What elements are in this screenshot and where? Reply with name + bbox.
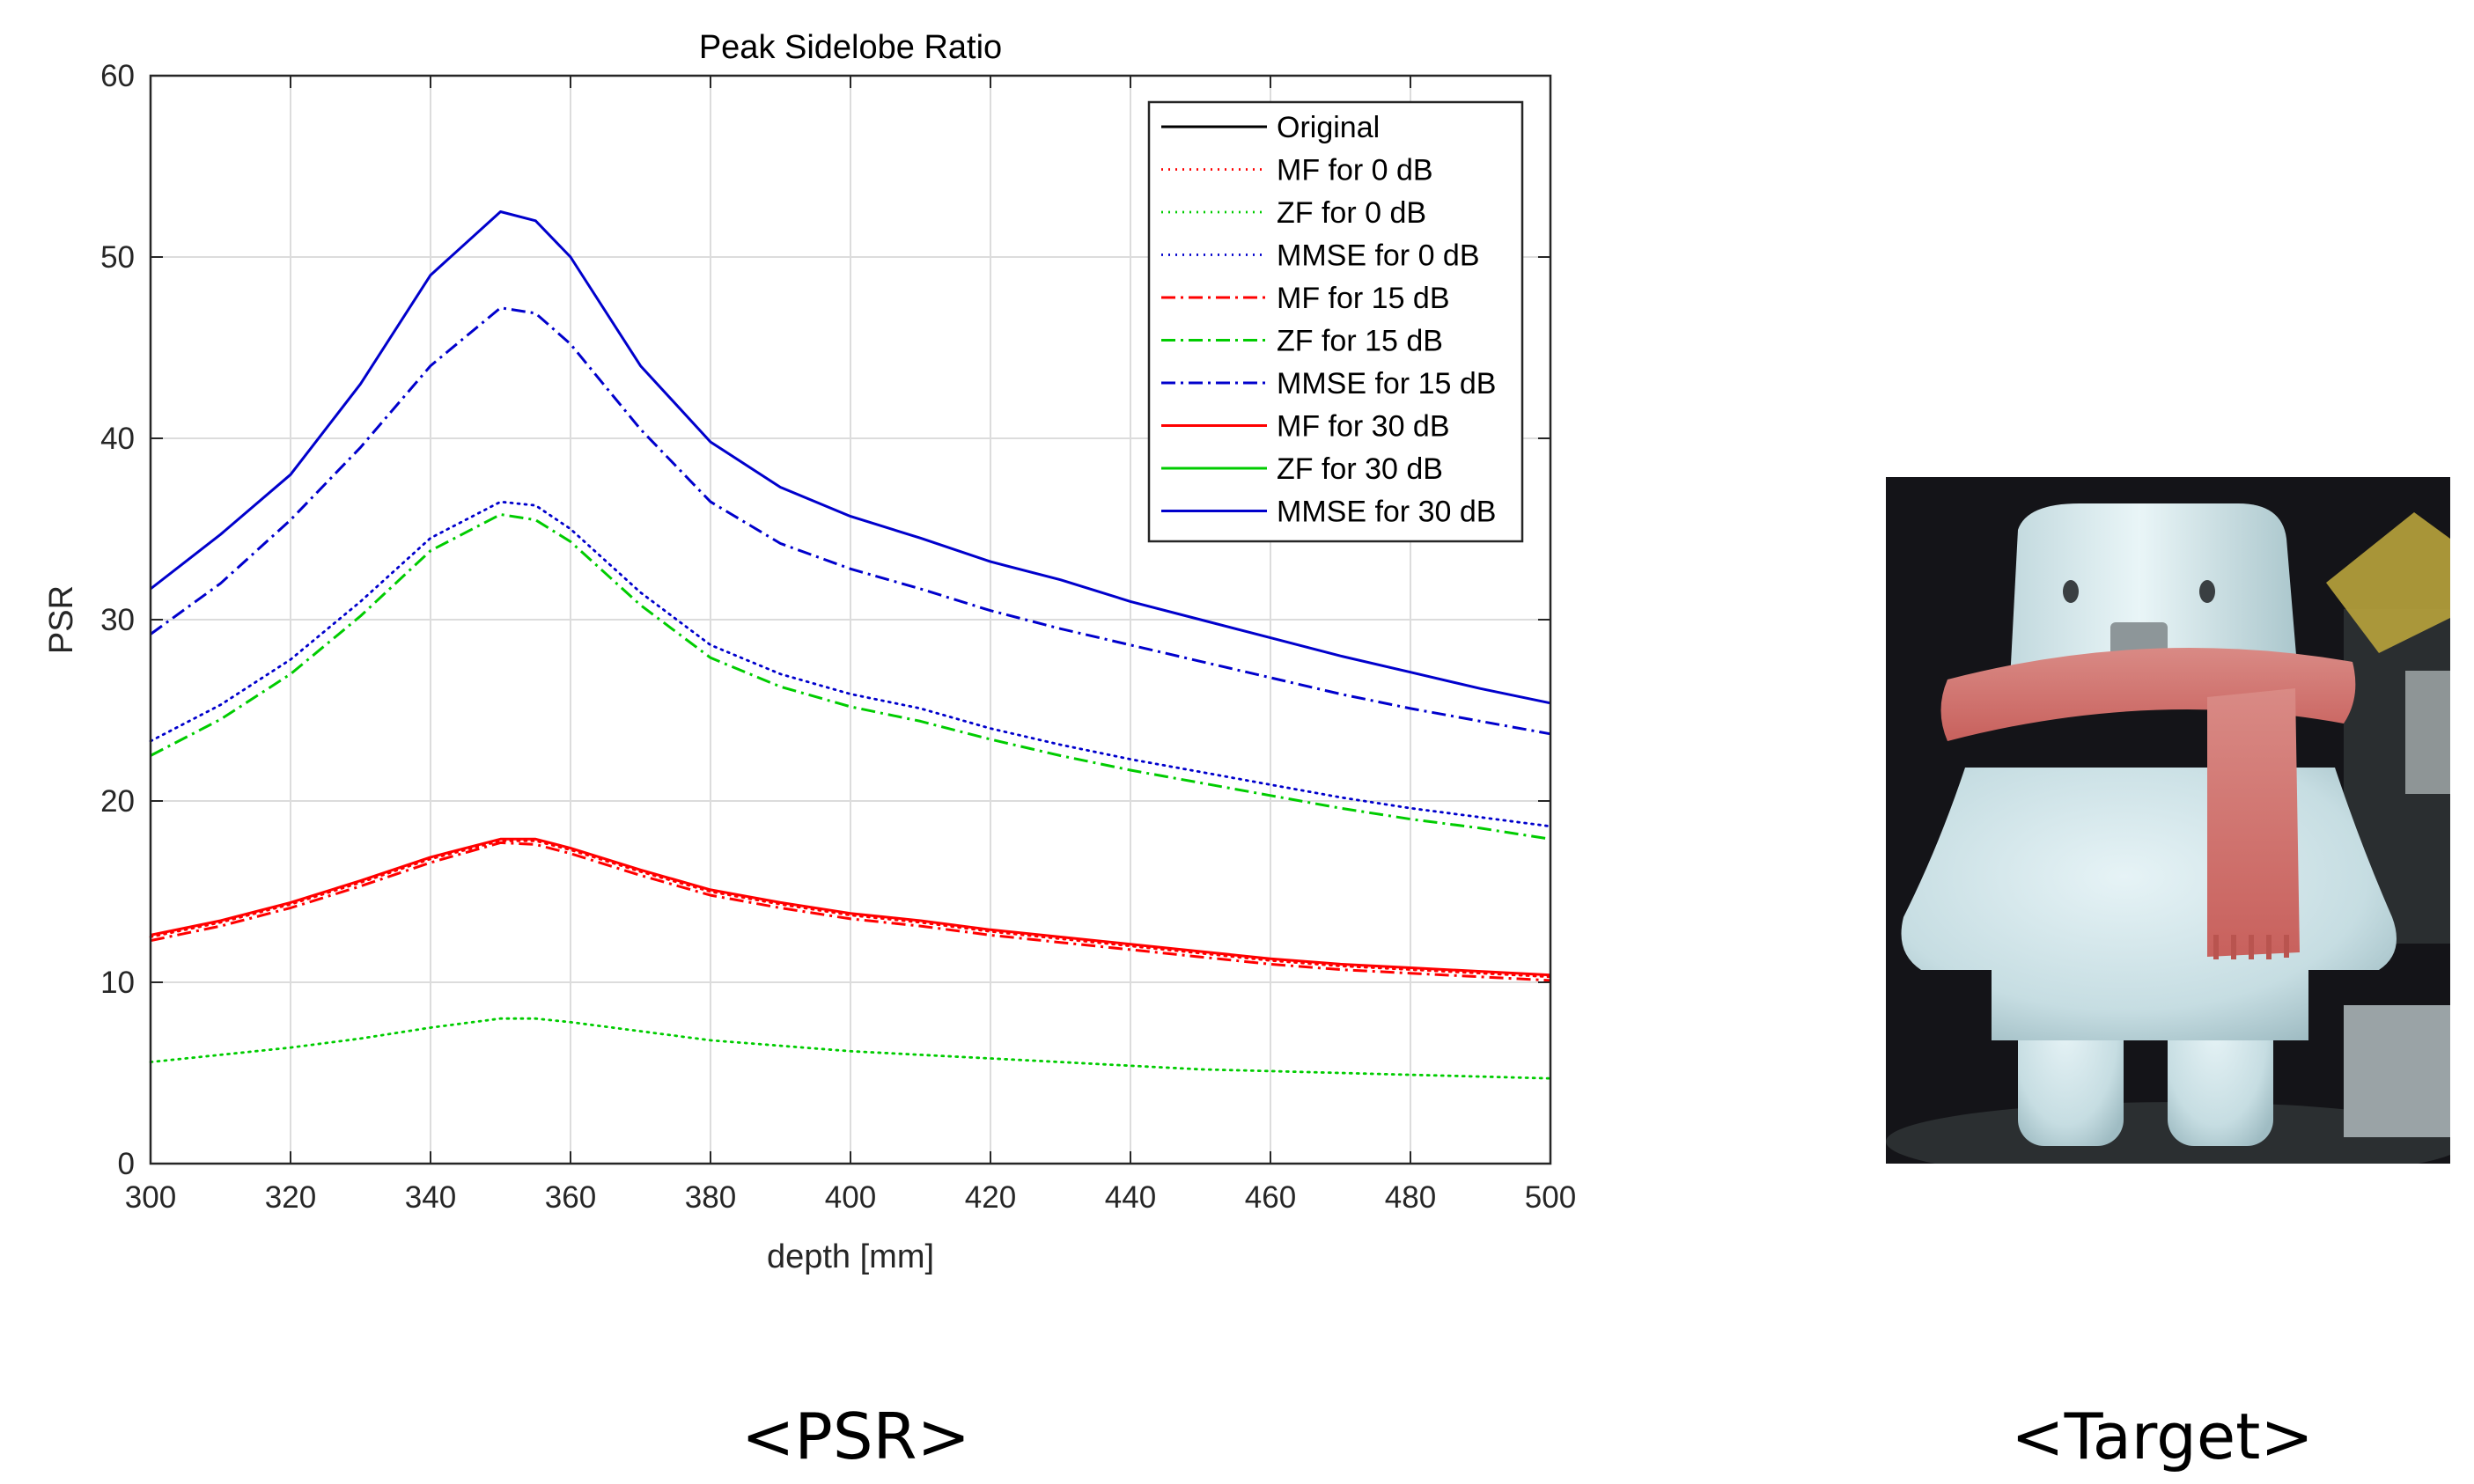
x-tick-label: 480 — [1385, 1180, 1436, 1215]
target-photo — [1886, 477, 2450, 1164]
white-cylinder — [2344, 1005, 2450, 1137]
legend-label: MMSE for 15 dB — [1277, 367, 1496, 400]
series-line-6 — [150, 306, 1551, 736]
x-tick-label: 320 — [265, 1180, 316, 1215]
legend-label: MF for 0 dB — [1277, 154, 1433, 187]
legend-label: MF for 30 dB — [1277, 410, 1450, 444]
gold-connector — [2326, 512, 2450, 653]
series-line-1 — [149, 839, 1552, 979]
y-tick-label: 50 — [100, 240, 135, 275]
y-tick-label: 0 — [118, 1147, 135, 1181]
scarf-tail — [2207, 688, 2300, 957]
scarf-wrap — [1940, 648, 2356, 741]
y-axis-label: PSR — [43, 585, 80, 654]
x-tick-label: 380 — [685, 1180, 736, 1215]
psr-chart: 300 320 340 360 380 400 420 440 460 480 500 0 10 20 30… — [43, 29, 1576, 1275]
series-line-4 — [150, 841, 1551, 982]
series-lines — [149, 210, 1552, 1080]
x-tick-label: 340 — [405, 1180, 456, 1215]
axis-ticks: 300 320 340 360 380 400 420 440 460 480 500 0 10 20 30… — [100, 59, 1576, 1215]
chart-title: Peak Sidelobe Ratio — [699, 29, 1002, 66]
series-line-5 — [150, 513, 1551, 841]
right-eye — [2199, 580, 2215, 603]
y-tick-label: 10 — [100, 966, 135, 1000]
series-line-2 — [149, 1017, 1552, 1080]
legend: Original MF for 0 dB ZF for 0 dB MMSE for 0… — [1147, 100, 1524, 543]
x-tick-label: 460 — [1245, 1180, 1296, 1215]
series-line-7 — [150, 837, 1551, 977]
x-tick-label: 400 — [825, 1180, 876, 1215]
y-tick-label: 60 — [100, 59, 135, 93]
legend-label: Original — [1277, 111, 1380, 144]
scarf-fringe — [2213, 935, 2289, 959]
series-line-9 — [150, 210, 1551, 705]
x-tick-label: 440 — [1105, 1180, 1156, 1215]
x-axis-label: depth [mm] — [767, 1238, 934, 1275]
left-eye — [2063, 580, 2079, 603]
legend-label: ZF for 30 dB — [1277, 452, 1443, 486]
y-tick-label: 40 — [100, 422, 135, 456]
series-line-3 — [149, 500, 1552, 828]
x-tick-label: 300 — [125, 1180, 176, 1215]
y-tick-label: 20 — [100, 784, 135, 819]
caption-target: <Target> — [2011, 1400, 2314, 1473]
x-tick-label: 360 — [545, 1180, 596, 1215]
legend-label: MMSE for 30 dB — [1277, 496, 1496, 529]
caption-psr: <PSR> — [741, 1400, 970, 1473]
legend-label: ZF for 0 dB — [1277, 196, 1426, 230]
grey-part — [2405, 671, 2450, 794]
x-tick-label: 420 — [965, 1180, 1016, 1215]
y-tick-label: 30 — [100, 603, 135, 637]
legend-label: ZF for 15 dB — [1277, 325, 1443, 358]
legend-label: MMSE for 0 dB — [1277, 239, 1480, 273]
x-tick-label: 500 — [1525, 1180, 1576, 1215]
legend-label: MF for 15 dB — [1277, 282, 1450, 315]
